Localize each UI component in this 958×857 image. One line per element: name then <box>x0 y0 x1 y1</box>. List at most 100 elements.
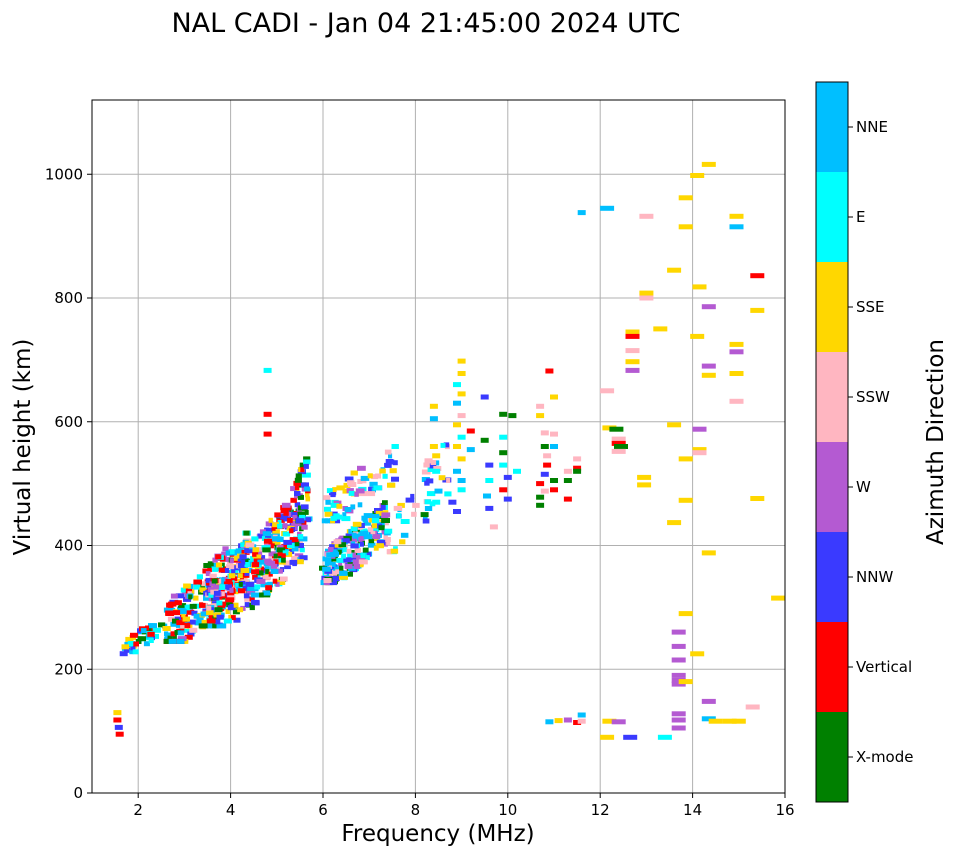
data-point <box>295 473 302 479</box>
data-point <box>212 595 220 601</box>
data-point <box>294 485 300 491</box>
data-point <box>637 474 652 480</box>
data-point <box>343 557 352 563</box>
data-point <box>281 502 291 508</box>
data-point <box>263 411 272 417</box>
data-point <box>330 502 339 508</box>
data-point <box>360 541 364 547</box>
data-point <box>262 547 271 553</box>
data-point <box>227 605 235 611</box>
data-point <box>148 638 154 643</box>
data-point <box>639 213 654 219</box>
data-point <box>257 562 262 568</box>
data-point <box>212 584 220 590</box>
data-point <box>206 618 216 624</box>
data-point <box>429 403 438 409</box>
data-point <box>480 437 489 443</box>
data-point <box>350 504 356 510</box>
data-point <box>457 371 466 376</box>
data-point <box>563 468 572 474</box>
data-point <box>339 565 344 571</box>
data-point <box>208 613 213 619</box>
data-point <box>176 638 185 644</box>
data-point <box>291 546 299 552</box>
data-point <box>729 398 744 404</box>
data-point <box>690 333 705 339</box>
data-point <box>344 476 354 482</box>
data-point <box>690 651 705 657</box>
data-point <box>303 463 309 469</box>
data-point <box>294 502 301 508</box>
data-point <box>540 430 549 436</box>
data-point <box>300 467 305 473</box>
data-point <box>244 596 249 602</box>
data-point <box>350 470 358 476</box>
data-point <box>291 555 298 561</box>
data-point <box>536 413 545 419</box>
data-point <box>294 477 302 483</box>
data-point <box>201 620 208 625</box>
data-point <box>499 487 508 493</box>
data-point <box>303 456 311 462</box>
data-point <box>127 641 136 646</box>
data-point <box>729 213 744 219</box>
data-point <box>300 482 309 488</box>
data-point <box>295 518 305 524</box>
data-point <box>708 718 723 724</box>
data-point <box>390 548 399 554</box>
data-point <box>199 602 206 608</box>
data-point <box>163 607 173 613</box>
data-point <box>277 544 284 550</box>
data-point <box>170 593 178 599</box>
data-point <box>193 613 200 619</box>
data-point <box>281 544 289 549</box>
data-point <box>290 497 297 503</box>
data-point <box>422 518 430 524</box>
data-point <box>372 513 380 519</box>
data-point <box>453 422 461 428</box>
data-point <box>119 651 128 657</box>
data-point <box>183 583 191 589</box>
data-point <box>324 561 329 567</box>
data-point <box>322 566 331 572</box>
data-point <box>333 518 341 524</box>
data-point <box>336 549 342 555</box>
data-point <box>371 523 378 529</box>
data-point <box>396 513 401 519</box>
data-point <box>256 570 264 576</box>
data-point <box>148 623 157 629</box>
data-point <box>426 491 436 497</box>
data-point <box>114 724 123 730</box>
data-point <box>215 554 222 560</box>
data-point <box>480 394 489 400</box>
data-point <box>355 488 365 494</box>
data-point <box>329 570 338 576</box>
data-point <box>611 436 626 442</box>
data-point <box>225 584 232 590</box>
data-point <box>152 627 161 633</box>
data-point <box>357 479 363 484</box>
data-point <box>653 326 668 332</box>
data-point <box>671 725 686 731</box>
data-point <box>228 573 235 579</box>
data-point <box>503 474 512 480</box>
data-point <box>267 560 276 566</box>
data-point <box>261 535 268 541</box>
data-point <box>188 619 196 625</box>
data-point <box>671 629 686 635</box>
data-point <box>290 549 295 555</box>
data-point <box>265 527 273 533</box>
colorbar-segment <box>816 442 848 532</box>
data-point <box>133 641 139 647</box>
data-point <box>243 593 250 599</box>
data-point <box>217 603 225 609</box>
data-point <box>339 535 345 541</box>
data-point <box>305 492 310 498</box>
colorbar-tick-label: X-mode <box>856 748 913 766</box>
data-point <box>263 538 273 544</box>
data-point <box>251 536 259 542</box>
data-point <box>485 505 494 511</box>
data-point <box>357 465 366 471</box>
data-point <box>327 562 336 567</box>
data-point <box>360 475 370 481</box>
